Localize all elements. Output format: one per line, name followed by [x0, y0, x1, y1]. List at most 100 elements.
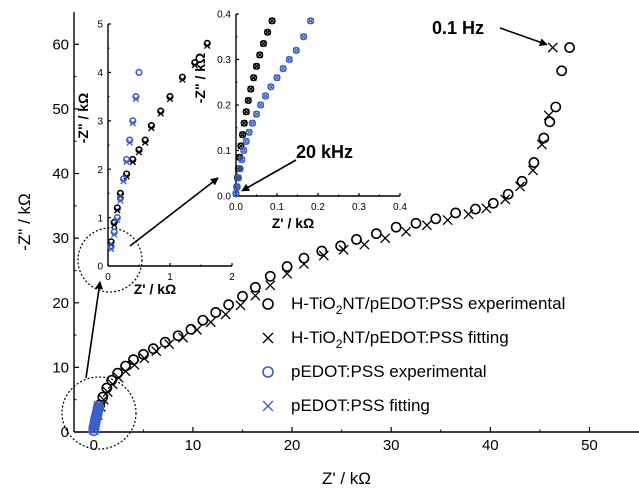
data-point-stroke — [240, 147, 248, 154]
data-point — [298, 258, 310, 270]
data-point — [273, 74, 281, 82]
legend-entry: H-TiO2NT/pEDOT:PSS experimental — [262, 294, 565, 317]
zoom-arrow-main — [85, 281, 103, 379]
data-point — [236, 165, 244, 172]
inset1-y-axis-title: -Z" / kΩ — [75, 93, 91, 144]
zoom-indicators — [61, 177, 219, 450]
data-point-stroke — [242, 108, 250, 116]
data-point — [245, 128, 253, 136]
data-point — [233, 183, 241, 191]
data-point — [129, 359, 140, 370]
data-point — [242, 108, 250, 116]
data-point — [240, 147, 248, 154]
inset2-x-axis-title: Z' / kΩ — [272, 215, 315, 231]
data-point-stroke — [268, 17, 276, 25]
annotation-label: 0.1 Hz — [432, 18, 484, 38]
annotation-label: 20 kHz — [296, 142, 353, 162]
data-point — [232, 190, 240, 197]
inset1-x-axis-title: Z' / kΩ — [134, 281, 177, 297]
data-point — [240, 146, 248, 155]
data-point — [205, 317, 216, 328]
data-point — [249, 281, 261, 293]
legend-label-text: H-TiO — [291, 294, 336, 313]
y-tick-label: 60 — [52, 36, 69, 53]
data-point-stroke — [236, 165, 244, 172]
data-point-stroke — [463, 209, 474, 220]
data-point-stroke — [500, 194, 511, 205]
data-point — [514, 181, 526, 192]
legend-marker — [262, 332, 274, 344]
data-point — [316, 245, 328, 257]
data-point-stroke — [120, 366, 131, 377]
data-point — [547, 42, 558, 53]
x-tick-label: 0.0 — [229, 202, 243, 213]
data-point — [265, 280, 276, 291]
data-point-stroke — [164, 339, 175, 350]
zoom-circle-main — [61, 376, 137, 450]
data-point — [249, 119, 256, 127]
x-tick-label: 40 — [482, 437, 499, 454]
data-point-stroke — [141, 139, 149, 146]
legend-label: H-TiO2NT/pEDOT:PSS fitting — [291, 328, 509, 351]
series-3 — [232, 17, 314, 197]
data-point — [516, 175, 528, 187]
data-point — [292, 46, 300, 55]
data-point — [120, 360, 131, 372]
data-point-stroke — [235, 300, 246, 311]
series-3 — [107, 95, 140, 253]
legend-label-text: pEDOT:PSS fitting — [291, 396, 430, 415]
inset-plot-1: 0 1 2 0 1 2 3 4 5 Z' / kΩ -Z" / kΩ — [75, 20, 235, 297]
data-point — [335, 240, 347, 252]
data-point — [141, 139, 149, 146]
data-point — [293, 47, 300, 54]
data-point-stroke — [245, 97, 252, 104]
data-point — [223, 299, 235, 311]
data-point — [500, 194, 511, 205]
data-point — [421, 220, 432, 231]
data-point — [110, 221, 118, 229]
data-point — [120, 178, 127, 185]
data-point-stroke — [267, 83, 275, 91]
data-point-stroke — [547, 42, 558, 53]
data-point — [380, 233, 391, 244]
data-point — [172, 330, 184, 342]
data-point-stroke — [129, 158, 137, 166]
data-point — [235, 300, 246, 311]
data-point — [359, 239, 370, 250]
data-point-stroke — [205, 317, 216, 328]
data-point-stroke — [102, 386, 113, 397]
data-point — [151, 346, 162, 357]
data-point — [261, 92, 270, 100]
data-point-stroke — [177, 332, 189, 343]
data-point — [120, 366, 131, 377]
data-point-stroke — [114, 207, 121, 214]
data-point — [262, 92, 269, 100]
data-point — [351, 234, 362, 245]
y-tick-label: 4 — [97, 68, 103, 79]
data-point — [260, 40, 267, 47]
data-point — [244, 96, 252, 105]
data-point — [166, 95, 174, 103]
x-tick-label: 0.3 — [352, 202, 366, 213]
data-point-stroke — [481, 203, 492, 214]
data-point — [264, 28, 271, 36]
data-point — [177, 332, 189, 343]
legend-marker — [262, 366, 274, 378]
data-point — [410, 217, 422, 229]
data-point — [240, 119, 248, 127]
data-point — [543, 110, 554, 121]
data-point — [279, 65, 287, 72]
data-point-stroke — [260, 40, 267, 47]
data-point-stroke — [129, 359, 140, 370]
data-point — [338, 244, 349, 255]
legend-marker-stroke — [262, 332, 274, 344]
data-point-stroke — [233, 183, 241, 191]
y-tick-label: 0.0 — [217, 192, 231, 203]
data-point — [239, 131, 246, 138]
legend-label-subscript: 2 — [336, 303, 343, 317]
data-point — [257, 101, 264, 109]
legend-label: pEDOT:PSS fitting — [291, 396, 430, 415]
data-point — [238, 156, 246, 164]
